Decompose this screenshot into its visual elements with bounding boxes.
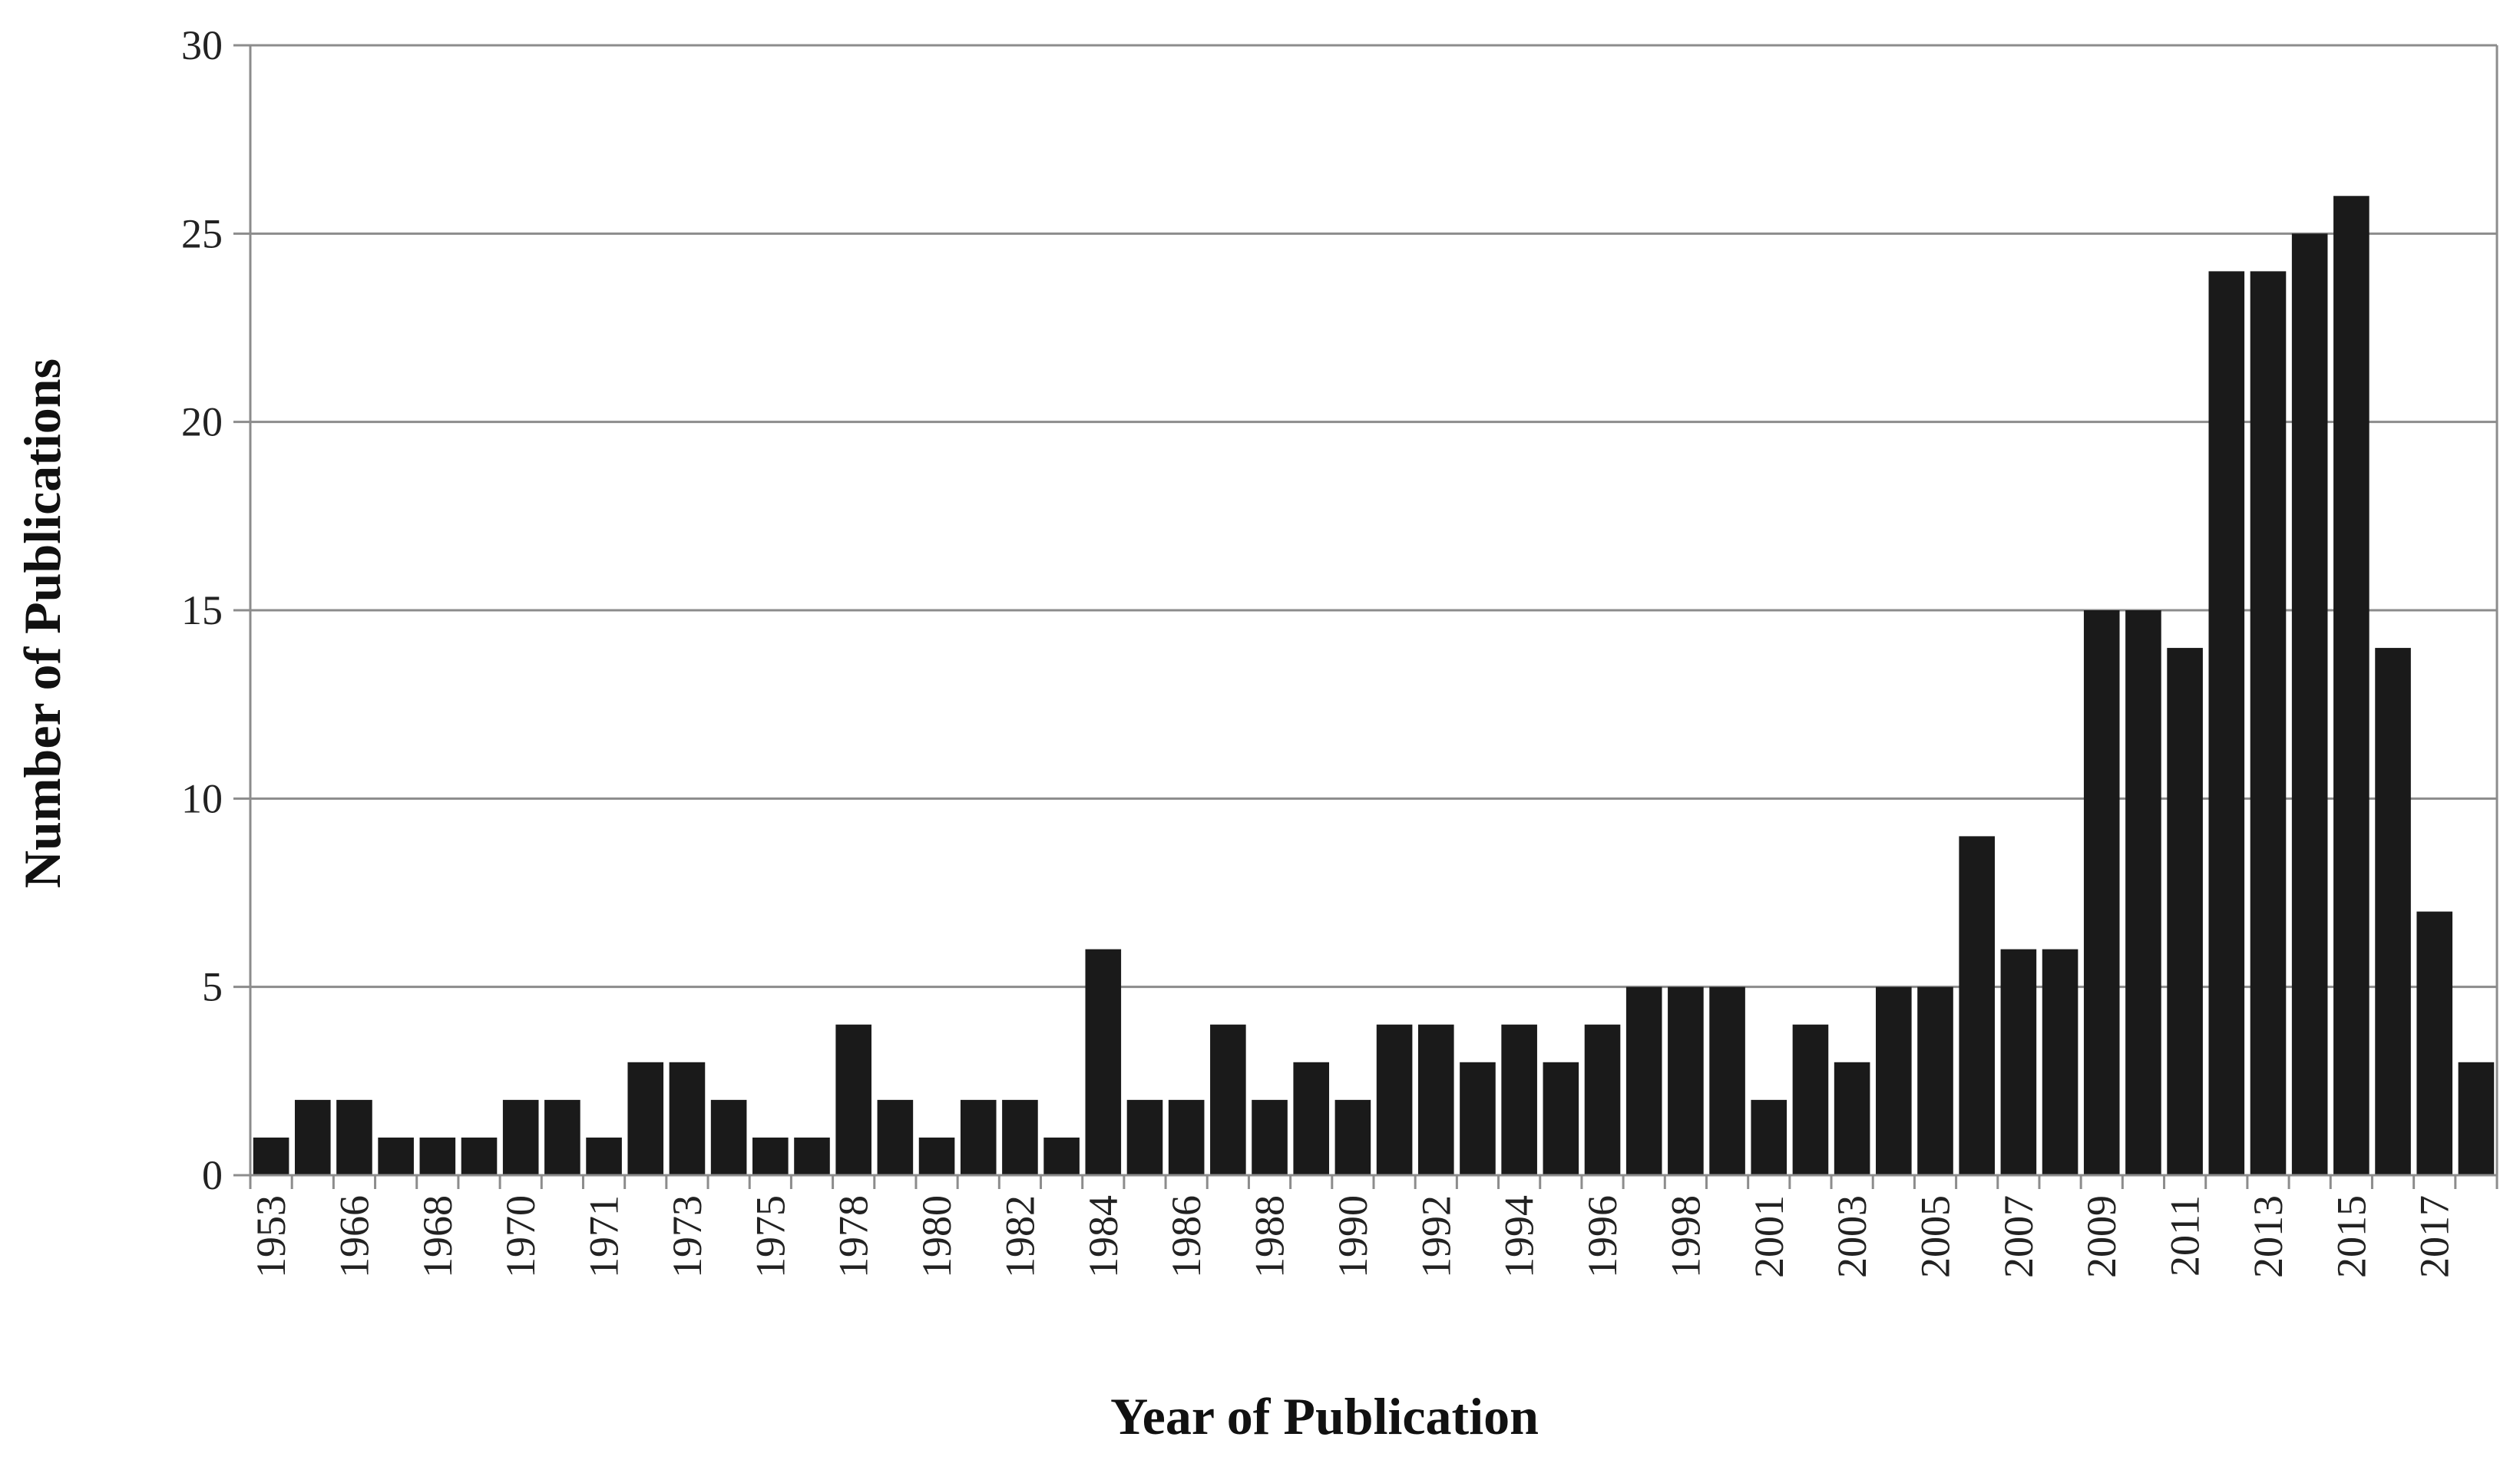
bar — [253, 1137, 289, 1175]
bar — [2042, 949, 2079, 1175]
x-tick-label: 2011 — [2162, 1195, 2208, 1277]
y-tick-label: 0 — [202, 1152, 223, 1198]
bar — [1917, 986, 1953, 1175]
x-tick-label: 2013 — [2245, 1195, 2291, 1278]
bar — [2167, 648, 2203, 1175]
x-tick-label: 1990 — [1330, 1195, 1376, 1278]
x-axis-title: Year of Publication — [1110, 1387, 1539, 1445]
bars — [253, 196, 2495, 1176]
x-tick-label: 1986 — [1163, 1195, 1209, 1278]
bar — [1376, 1024, 1413, 1175]
x-tick-label: 2003 — [1829, 1195, 1875, 1278]
bar — [1293, 1062, 1330, 1175]
bar — [794, 1137, 830, 1175]
bar — [1501, 1024, 1537, 1175]
bar — [1210, 1024, 1246, 1175]
bar — [2000, 949, 2037, 1175]
bar — [877, 1099, 914, 1175]
y-tick-labels: 0 5 10 15 20 25 30 — [181, 22, 223, 1198]
y-tick-label: 5 — [202, 964, 223, 1010]
x-tick-label: 2007 — [1996, 1195, 2042, 1278]
gridlines — [250, 44, 2497, 989]
y-tick-label: 20 — [181, 399, 223, 445]
bar — [1709, 986, 1745, 1175]
axes — [233, 44, 2499, 1189]
bar — [378, 1137, 414, 1175]
bar — [1876, 986, 1912, 1175]
x-tick-label: 1966 — [331, 1195, 377, 1278]
x-tick-label: 1978 — [831, 1195, 877, 1278]
bar — [461, 1137, 498, 1175]
x-tick-labels: 1953 1966 1968 1970 1971 1973 1975 1978 1980 1982… — [248, 1195, 2458, 1278]
x-tick-label: 2017 — [2412, 1195, 2458, 1278]
x-tick-label: 2001 — [1746, 1195, 1792, 1278]
x-tick-label: 1980 — [914, 1195, 960, 1278]
x-tick-label: 1973 — [664, 1195, 710, 1278]
bar — [2458, 1062, 2495, 1175]
bar — [2208, 271, 2245, 1175]
x-tick-label: 1992 — [1413, 1195, 1459, 1278]
bar — [1792, 1024, 1829, 1175]
bar — [1168, 1099, 1205, 1175]
x-tick-label: 1968 — [415, 1195, 461, 1278]
bar — [1460, 1062, 1496, 1175]
bar — [1043, 1137, 1080, 1175]
y-tick-label: 15 — [181, 587, 223, 633]
y-axis-title: Number of Publications — [13, 358, 71, 888]
x-tick-label: 1970 — [498, 1195, 544, 1278]
bar — [502, 1099, 539, 1175]
bar — [918, 1137, 955, 1175]
bar — [294, 1099, 331, 1175]
x-tick-label: 1984 — [1080, 1195, 1126, 1278]
x-tick-label: 1953 — [248, 1195, 294, 1278]
bar — [1751, 1099, 1787, 1175]
bar — [1334, 1099, 1371, 1175]
x-tick-label: 2009 — [2079, 1195, 2125, 1278]
y-tick-label: 10 — [181, 775, 223, 821]
bar — [960, 1099, 997, 1175]
bar — [1625, 986, 1662, 1175]
bar — [1252, 1099, 1288, 1175]
x-tick-label: 1982 — [997, 1195, 1043, 1278]
bar — [627, 1062, 664, 1175]
x-tick-label: 1971 — [581, 1195, 627, 1278]
bar — [1126, 1099, 1163, 1175]
bar — [419, 1137, 456, 1175]
bar — [1959, 836, 1995, 1175]
bar — [336, 1099, 372, 1175]
bar — [1417, 1024, 1454, 1175]
bar — [2083, 610, 2120, 1175]
x-tick-label: 2005 — [1913, 1195, 1959, 1278]
bar — [1834, 1062, 1870, 1175]
x-tick-label: 1988 — [1247, 1195, 1293, 1278]
x-tick-label: 1996 — [1579, 1195, 1625, 1278]
bar — [2416, 911, 2453, 1175]
bar — [2125, 610, 2161, 1175]
bar — [1002, 1099, 1038, 1175]
bar — [2250, 271, 2287, 1175]
bar — [2333, 196, 2370, 1176]
x-tick-label: 1975 — [747, 1195, 793, 1278]
bar — [1543, 1062, 1579, 1175]
x-tick-label: 1998 — [1662, 1195, 1708, 1278]
bar — [752, 1137, 789, 1175]
bar — [2291, 233, 2328, 1175]
bar — [710, 1099, 747, 1175]
x-tick-label: 2015 — [2328, 1195, 2374, 1278]
bar — [544, 1099, 580, 1175]
bar — [1085, 949, 1122, 1175]
y-tick-label: 30 — [181, 22, 223, 68]
bar — [2375, 648, 2411, 1175]
bar — [835, 1024, 871, 1175]
bar — [1668, 986, 1704, 1175]
bar — [1584, 1024, 1621, 1175]
y-tick-label: 25 — [181, 210, 223, 256]
bar — [586, 1137, 622, 1175]
bar — [669, 1062, 706, 1175]
x-tick-label: 1994 — [1496, 1195, 1543, 1278]
